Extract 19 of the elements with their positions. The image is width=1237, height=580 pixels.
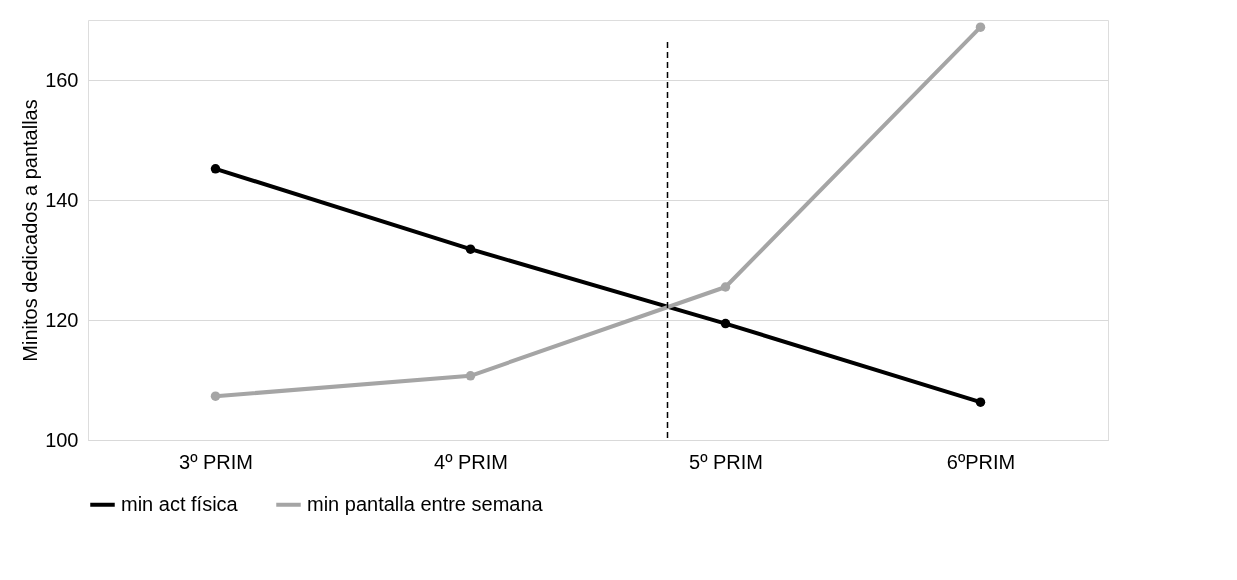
point [465,244,476,254]
y-tick-label: 100 [45,428,79,451]
y-axis-title: Minitos dedicados a pantallas [19,99,42,362]
point [210,164,221,174]
point [720,282,731,292]
point [465,371,476,381]
x-tick-label: 4º PRIM [434,450,508,473]
x-tick-label: 6ºPRIM [946,450,1016,473]
legend-label: min pantalla entre semana [307,492,544,515]
point [975,22,986,32]
point [720,318,731,329]
y-tick-label: 140 [45,188,79,211]
point [210,391,221,401]
legend-label: min act física [121,492,239,515]
x-tick-label: 5º PRIM [689,450,763,473]
y-tick-label: 120 [45,308,79,331]
point [975,397,986,407]
y-tick-label: 160 [45,68,79,91]
x-tick-label: 3º PRIM [179,450,253,473]
